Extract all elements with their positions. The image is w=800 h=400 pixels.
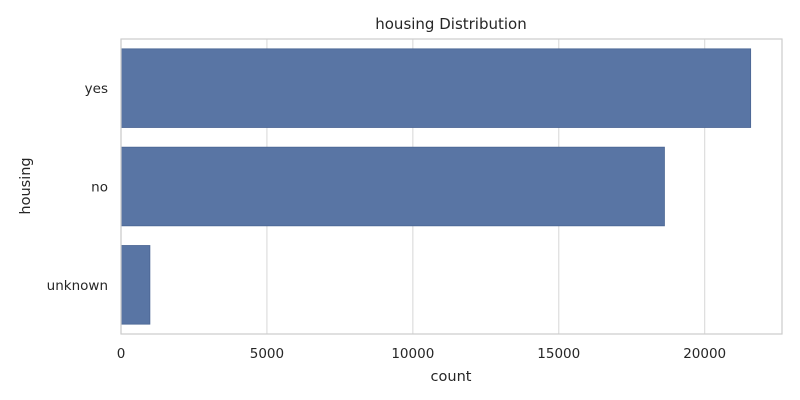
y-tick-label: unknown <box>47 278 108 294</box>
y-tick-label: yes <box>85 81 108 97</box>
y-axis-label: housing <box>18 157 34 214</box>
x-tick-label: 20000 <box>683 346 726 362</box>
y-tick-label: no <box>91 180 108 196</box>
y-tick-labels: yes no unknown <box>47 81 108 294</box>
x-tick-label: 5000 <box>250 346 284 362</box>
x-axis-label: count <box>431 369 472 385</box>
x-tick-label: 10000 <box>391 346 434 362</box>
bar-no <box>120 146 665 227</box>
x-tick-label: 0 <box>117 346 126 362</box>
x-tick-label: 15000 <box>537 346 580 362</box>
x-tick-labels: 0 5000 10000 15000 20000 <box>117 346 726 362</box>
chart-title: housing Distribution <box>375 15 526 33</box>
bar-unknown <box>120 245 151 325</box>
bars <box>120 48 752 325</box>
plot-frame <box>120 38 783 335</box>
bar-yes <box>120 48 752 128</box>
